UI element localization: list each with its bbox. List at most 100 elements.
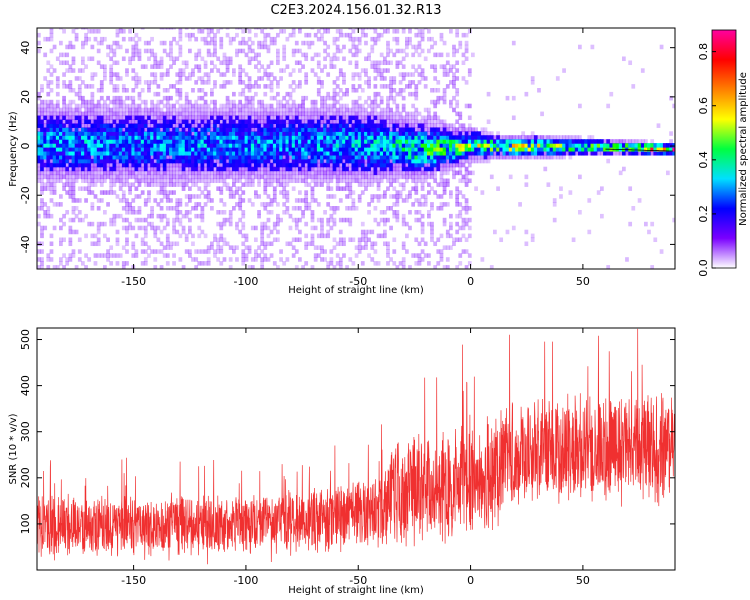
heatmap-cell	[405, 84, 409, 89]
heatmap-cell	[373, 249, 378, 254]
heatmap-cell	[140, 237, 145, 243]
heatmap-cell	[137, 225, 142, 231]
heatmap-cell	[159, 115, 164, 121]
heatmap-cell	[81, 143, 85, 148]
heatmap-cell	[433, 151, 438, 156]
heatmap-cell	[112, 60, 117, 66]
heatmap-cell	[244, 233, 249, 239]
heatmap-cell	[241, 131, 246, 136]
heatmap-cell	[326, 119, 331, 125]
heatmap-cell	[269, 253, 274, 258]
heatmap-cell	[238, 135, 243, 140]
heatmap-cell	[376, 68, 381, 73]
heatmap-cell	[263, 178, 268, 184]
heatmap-cell	[367, 131, 371, 136]
heatmap-cell	[156, 166, 161, 172]
heatmap-cell	[389, 111, 393, 117]
heatmap-cell	[379, 68, 384, 73]
heatmap-cell	[455, 186, 460, 191]
heatmap-cell	[200, 154, 205, 160]
heatmap-cell	[159, 107, 164, 113]
heatmap-cell	[125, 131, 129, 136]
heatmap-cell	[537, 135, 541, 140]
heatmap-cell	[276, 174, 280, 180]
heatmap-cell	[52, 119, 57, 125]
heatmap-cell	[165, 166, 170, 172]
heatmap-cell	[342, 111, 346, 117]
heatmap-cell	[320, 95, 324, 101]
heatmap-cell	[338, 166, 343, 172]
heatmap-cell	[310, 143, 315, 148]
heatmap-cell	[272, 107, 277, 113]
heatmap-cell	[389, 147, 393, 152]
heatmap-cell	[455, 143, 460, 148]
heatmap-cell	[427, 29, 431, 34]
heatmap-cell	[288, 143, 293, 148]
heatmap-cell	[222, 162, 227, 168]
heatmap-cell	[49, 115, 54, 121]
heatmap-cell	[84, 115, 88, 121]
heatmap-cell	[351, 198, 356, 203]
heatmap-cell	[360, 158, 365, 164]
heatmap-cell	[326, 72, 331, 77]
heatmap-cell	[288, 166, 293, 172]
heatmap-cell	[323, 210, 327, 215]
heatmap-cell	[241, 225, 246, 231]
heatmap-cell	[225, 186, 230, 191]
heatmap-cell	[191, 72, 195, 77]
heatmap-cell	[257, 103, 261, 109]
heatmap-cell	[430, 123, 434, 128]
heatmap-cell	[178, 178, 183, 184]
heatmap-cell	[109, 64, 114, 69]
heatmap-cell	[112, 135, 117, 140]
heatmap-cell	[489, 143, 494, 148]
heatmap-cell	[625, 151, 629, 156]
heatmap-cell	[467, 178, 472, 184]
heatmap-cell	[386, 147, 390, 152]
heatmap-cell	[357, 170, 362, 176]
heatmap-cell	[40, 151, 44, 156]
heatmap-cell	[518, 151, 522, 156]
heatmap-cell	[87, 115, 92, 121]
heatmap-cell	[386, 151, 390, 156]
heatmap-cell	[213, 80, 217, 85]
heatmap-cell	[257, 68, 261, 73]
heatmap-cell	[323, 123, 327, 128]
heatmap-cell	[304, 261, 309, 266]
heatmap-cell	[439, 174, 444, 180]
heatmap-cell	[351, 261, 356, 266]
heatmap-cell	[125, 162, 129, 168]
heatmap-cell	[121, 182, 126, 187]
heatmap-cell	[222, 154, 227, 160]
heatmap-cell	[62, 139, 66, 144]
heatmap-cell	[134, 154, 139, 160]
heatmap-cell	[222, 80, 227, 85]
heatmap-cell	[147, 119, 151, 125]
heatmap-cell	[162, 154, 167, 160]
heatmap-cell	[178, 233, 183, 239]
heatmap-cell	[370, 257, 375, 262]
heatmap-cell	[121, 194, 126, 199]
heatmap-cell	[364, 245, 368, 250]
heatmap-cell	[669, 139, 673, 144]
heatmap-cell	[360, 190, 365, 195]
heatmap-cell	[238, 186, 243, 191]
heatmap-cell	[156, 115, 161, 121]
heatmap-cell	[62, 95, 66, 101]
heatmap-cell	[364, 143, 368, 148]
heatmap-cell	[90, 115, 95, 121]
heatmap-cell	[326, 202, 331, 207]
heatmap-cell	[131, 154, 136, 160]
heatmap-cell	[291, 174, 296, 180]
heatmap-cell	[659, 151, 664, 156]
heatmap-cell	[291, 123, 296, 128]
heatmap-cell	[329, 194, 334, 199]
heatmap-cell	[81, 95, 85, 101]
heatmap-cell	[452, 123, 456, 128]
heatmap-cell	[266, 194, 271, 199]
heatmap-cell	[272, 186, 277, 191]
heatmap-cell	[200, 249, 205, 254]
heatmap-cell	[169, 245, 173, 250]
heatmap-cell	[175, 217, 180, 223]
heatmap-cell	[420, 221, 425, 227]
